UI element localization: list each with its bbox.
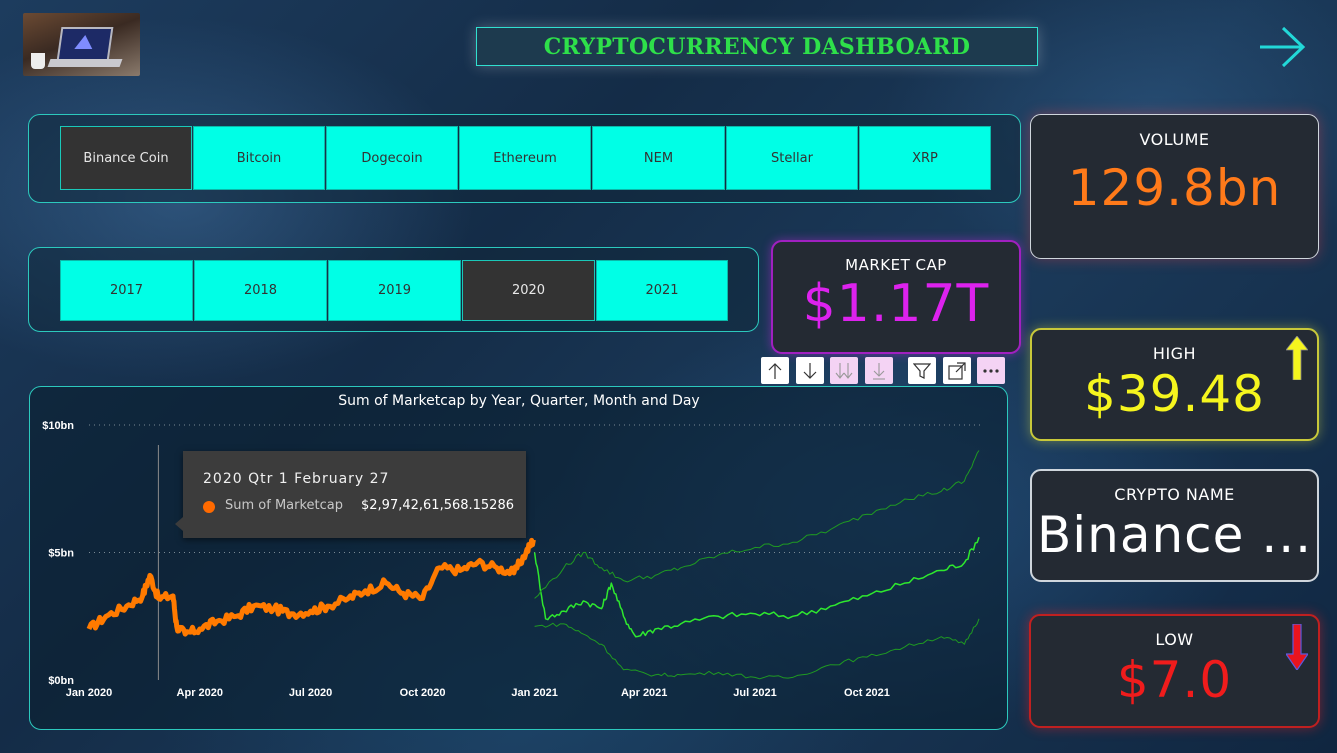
series-line-forecast-lower bbox=[534, 618, 980, 680]
market-cap-label: MARKET CAP bbox=[845, 256, 947, 274]
filter-icon[interactable] bbox=[908, 357, 936, 384]
series-line-forecast bbox=[533, 536, 980, 638]
slicer-item-label: NEM bbox=[643, 150, 674, 166]
dashboard-title: CRYPTOCURRENCY DASHBOARD bbox=[543, 33, 971, 60]
tooltip-series-name: Sum of Marketcap bbox=[225, 498, 344, 513]
crypto-name-card: CRYPTO NAME Binance ... bbox=[1030, 469, 1319, 582]
slicer-item-label: Bitcoin bbox=[236, 150, 282, 166]
slicer-item-label: Ethereum bbox=[493, 150, 557, 166]
slicer-item-2017[interactable]: 2017 bbox=[60, 260, 193, 321]
expand-next-level-icon[interactable] bbox=[830, 357, 858, 384]
dashboard-title-box: CRYPTOCURRENCY DASHBOARD bbox=[476, 27, 1038, 66]
slicer-item-label: XRP bbox=[912, 150, 938, 166]
y-tick-label: $0bn bbox=[48, 675, 74, 687]
x-tick-label: Jul 2020 bbox=[289, 687, 332, 699]
market-cap-card: MARKET CAP $1.17T bbox=[771, 240, 1021, 354]
tooltip-heading: 2020 Qtr 1 February 27 bbox=[203, 471, 390, 487]
slicer-item-stellar[interactable]: Stellar bbox=[726, 126, 858, 190]
focus-mode-icon[interactable] bbox=[943, 357, 971, 384]
slicer-item-label: Binance Coin bbox=[83, 150, 169, 166]
x-tick-label: Apr 2020 bbox=[177, 687, 223, 699]
volume-label: VOLUME bbox=[1139, 130, 1210, 149]
volume-value: 129.8bn bbox=[1067, 159, 1282, 217]
high-value: $39.48 bbox=[1084, 365, 1265, 423]
x-tick-label: Apr 2021 bbox=[621, 687, 667, 699]
x-tick-label: Jan 2021 bbox=[511, 687, 557, 699]
slicer-item-label: 2017 bbox=[109, 283, 144, 298]
high-card: HIGH $39.48 bbox=[1030, 328, 1319, 441]
slicer-item-binance-coin[interactable]: Binance Coin bbox=[60, 126, 192, 190]
slicer-item-label: 2020 bbox=[511, 283, 546, 298]
series-line-actual bbox=[86, 537, 536, 637]
high-label: HIGH bbox=[1152, 344, 1197, 363]
slicer-item-nem[interactable]: NEM bbox=[592, 126, 725, 190]
slicer-item-2021[interactable]: 2021 bbox=[596, 260, 728, 321]
slicer-item-xrp[interactable]: XRP bbox=[859, 126, 991, 190]
more-options-icon[interactable] bbox=[977, 357, 1005, 384]
slicer-item-label: Stellar bbox=[771, 150, 813, 166]
slicer-item-label: 2018 bbox=[243, 283, 278, 298]
slicer-item-label: 2021 bbox=[645, 283, 679, 298]
arrow-down-icon bbox=[1286, 624, 1308, 670]
x-tick-label: Jul 2021 bbox=[733, 687, 776, 699]
y-tick-label: $10bn bbox=[42, 420, 74, 432]
chart-title: Sum of Marketcap by Year, Quarter, Month… bbox=[338, 393, 700, 409]
header-thumbnail-image bbox=[23, 13, 140, 76]
low-card: LOW $7.0 bbox=[1029, 614, 1320, 728]
marketcap-line-chart[interactable]: $0bn $5bn $10bn Jan 2020 Apr 2020 Jul 2020 Oct… bbox=[29, 386, 1006, 728]
slicer-item-label: 2019 bbox=[377, 283, 412, 298]
marketcap-chart-frame bbox=[29, 386, 1008, 730]
slicer-item-ethereum[interactable]: Ethereum bbox=[459, 126, 591, 190]
arrow-up-icon bbox=[1286, 336, 1308, 380]
x-tick-label: Jan 2020 bbox=[66, 687, 112, 699]
crypto-name-label: CRYPTO NAME bbox=[1114, 485, 1235, 504]
low-value: $7.0 bbox=[1116, 651, 1233, 709]
y-tick-label: $5bn bbox=[48, 548, 74, 560]
drill-up-icon[interactable] bbox=[761, 357, 789, 384]
market-cap-value: $1.17T bbox=[802, 274, 990, 334]
arrow-right-icon[interactable] bbox=[1257, 25, 1307, 70]
x-tick-label: Oct 2021 bbox=[844, 687, 890, 699]
slicer-item-2018[interactable]: 2018 bbox=[194, 260, 327, 321]
slicer-item-2020[interactable]: 2020 bbox=[462, 260, 595, 321]
series-line-forecast-upper bbox=[534, 450, 980, 599]
series-marker-dot bbox=[203, 501, 215, 513]
slicer-item-dogecoin[interactable]: Dogecoin bbox=[326, 126, 458, 190]
low-label: LOW bbox=[1155, 630, 1194, 649]
slicer-item-bitcoin[interactable]: Bitcoin bbox=[193, 126, 325, 190]
slicer-item-label: Dogecoin bbox=[361, 150, 423, 166]
expand-all-icon[interactable] bbox=[865, 357, 893, 384]
volume-card: VOLUME 129.8bn bbox=[1030, 114, 1319, 259]
crypto-name-value: Binance ... bbox=[1036, 506, 1313, 564]
drill-down-icon[interactable] bbox=[796, 357, 824, 384]
x-tick-label: Oct 2020 bbox=[400, 687, 446, 699]
chart-tooltip: 2020 Qtr 1 February 27 Sum of Marketcap … bbox=[175, 451, 526, 538]
tooltip-value: $2,97,42,61,568.15286 bbox=[361, 498, 514, 513]
slicer-item-2019[interactable]: 2019 bbox=[328, 260, 461, 321]
